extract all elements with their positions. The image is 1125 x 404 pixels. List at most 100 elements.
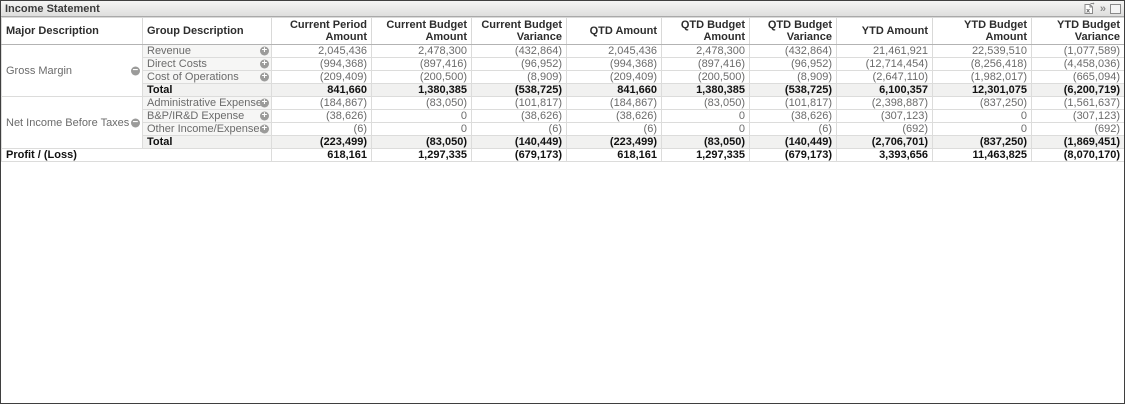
svg-text:x: x [1086, 7, 1091, 15]
table-row: Other Income/Expenses + (6) 0 (6) (6) 0 (6) (692… [2, 122, 1124, 136]
column-header-qtd-budget-variance[interactable]: QTD Budget Variance [749, 17, 837, 45]
value-cell: (692) [836, 122, 933, 136]
value-cell: 22,539,510 [932, 44, 1032, 58]
value-cell: 12,301,075 [932, 83, 1032, 97]
value-cell: (38,626) [749, 109, 837, 123]
expand-icon[interactable]: + [260, 97, 269, 108]
value-cell: (679,173) [749, 148, 837, 162]
value-cell: (432,864) [749, 44, 837, 58]
value-cell: (665,094) [1031, 70, 1124, 84]
value-cell: (538,725) [749, 83, 837, 97]
major-description-label: Net Income Before Taxes [6, 116, 130, 129]
value-cell: 1,297,335 [661, 148, 750, 162]
value-cell: (209,409) [271, 70, 372, 84]
expand-icon[interactable]: + [260, 71, 269, 82]
table-row: Gross Margin − Revenue +2,045,436 2,478,300(… [1, 44, 1124, 97]
value-cell: 0 [932, 122, 1032, 136]
value-cell: (8,070,170) [1031, 148, 1124, 162]
value-cell: (83,050) [661, 96, 750, 110]
group-description-label: Direct Costs [147, 58, 207, 70]
group-description-cell-administrative-expense[interactable]: Administrative Expense + [142, 96, 272, 110]
value-cell: (307,123) [1031, 109, 1124, 123]
group-description-cell-b-p-ir-d-expense[interactable]: B&P/IR&D Expense + [142, 109, 272, 123]
column-header-qtd-budget-amount[interactable]: QTD Budget Amount [661, 17, 750, 45]
value-cell: 2,045,436 [271, 44, 372, 58]
column-header-current-budget-variance[interactable]: Current Budget Variance [471, 17, 567, 45]
total-label-cell: Total [142, 135, 272, 149]
value-cell: 841,660 [271, 83, 372, 97]
value-cell: (2,706,701) [836, 135, 933, 149]
table-row: Cost of Operations + (209,409) (200,500) (8,… [2, 70, 1124, 84]
total-row: Total (223,499) (83,050) (140,449) (223,499)… [2, 135, 1124, 149]
major-description-cell-net-income-before-taxes[interactable]: Net Income Before Taxes − [1, 96, 143, 149]
maximize-icon[interactable] [1110, 2, 1121, 15]
value-cell: (432,864) [471, 44, 567, 58]
value-cell: (994,368) [566, 57, 662, 71]
value-cell: (223,499) [566, 135, 662, 149]
value-cell: (8,909) [471, 70, 567, 84]
value-cell: (209,409) [566, 70, 662, 84]
value-cell: (897,416) [371, 57, 472, 71]
group-description-cell-cost-of-operations[interactable]: Cost of Operations + [142, 70, 272, 84]
value-cell: (83,050) [661, 135, 750, 149]
maximize-square [1110, 3, 1121, 14]
collapse-icon[interactable]: − [131, 117, 140, 127]
column-header-ytd-budget-amount[interactable]: YTD Budget Amount [932, 17, 1032, 45]
value-cell: 0 [932, 109, 1032, 123]
group-description-cell-other-income-expenses[interactable]: Other Income/Expenses + [142, 122, 272, 136]
value-cell: (200,500) [661, 70, 750, 84]
value-cell: 618,161 [271, 148, 372, 162]
profit-loss-label-cell: Profit / (Loss) [1, 148, 272, 162]
value-cell: (2,398,887) [836, 96, 933, 110]
group-description-label: Other Income/Expenses [147, 123, 266, 135]
value-cell: (6) [271, 122, 372, 136]
major-description-cell-gross-margin[interactable]: Gross Margin − [1, 44, 143, 97]
value-cell: 0 [371, 122, 472, 136]
value-cell: (679,173) [471, 148, 567, 162]
table-row: Direct Costs + (994,368) (897,416) (96,952)(… [2, 57, 1124, 71]
value-cell: 841,660 [566, 83, 662, 97]
value-cell: (38,626) [566, 109, 662, 123]
expand-icon[interactable]: + [260, 45, 269, 56]
column-header-ytd-amount[interactable]: YTD Amount [836, 17, 933, 45]
profit-loss-row: Profit / (Loss) 618,161 1,297,335 (679,173)… [1, 148, 1124, 162]
group-description-cell-direct-costs[interactable]: Direct Costs + [142, 57, 272, 71]
group-description-cell-revenue[interactable]: Revenue + [142, 44, 272, 58]
column-header-ytd-budget-variance[interactable]: YTD Budget Variance [1031, 17, 1124, 45]
value-cell: (6) [471, 122, 567, 136]
expand-icon[interactable]: + [260, 123, 269, 134]
value-cell: 2,478,300 [371, 44, 472, 58]
column-header-group-description[interactable]: Group Description [142, 17, 272, 45]
value-cell: (1,561,637) [1031, 96, 1124, 110]
group-description-label: Revenue [147, 45, 192, 57]
column-header-major-description[interactable]: Major Description [1, 17, 143, 45]
value-cell: (96,952) [471, 57, 567, 71]
column-header-current-budget-amount[interactable]: Current Budget Amount [371, 17, 472, 45]
value-cell: (8,909) [749, 70, 837, 84]
value-cell: (83,050) [371, 135, 472, 149]
value-cell: 618,161 [566, 148, 662, 162]
group-description-label: B&P/IR&D Expense [147, 110, 245, 122]
value-cell: (538,725) [471, 83, 567, 97]
value-cell: (6,200,719) [1031, 83, 1124, 97]
value-cell: (184,867) [271, 96, 372, 110]
value-cell: 1,380,385 [661, 83, 750, 97]
expand-icon[interactable]: + [260, 58, 269, 69]
column-header-current-period-amount[interactable]: Current Period Amount [271, 17, 372, 45]
value-cell: (1,077,589) [1031, 44, 1124, 58]
fast-forward-icon[interactable]: » [1099, 2, 1106, 15]
value-cell: (101,817) [749, 96, 837, 110]
value-cell: 6,100,357 [836, 83, 933, 97]
value-cell: 0 [661, 109, 750, 123]
value-cell: (6) [566, 122, 662, 136]
expand-icon[interactable]: + [260, 110, 269, 121]
value-cell: (38,626) [471, 109, 567, 123]
value-cell: (994,368) [271, 57, 372, 71]
collapse-icon[interactable]: − [131, 65, 140, 75]
table-row: Net Income Before Taxes − Administrative E… [1, 96, 1124, 149]
column-header-qtd-amount[interactable]: QTD Amount [566, 17, 662, 45]
value-cell: (101,817) [471, 96, 567, 110]
major-description-label: Gross Margin [6, 64, 73, 77]
group-description-label: Administrative Expense [147, 97, 262, 109]
send-to-excel-icon[interactable]: x [1082, 2, 1095, 15]
